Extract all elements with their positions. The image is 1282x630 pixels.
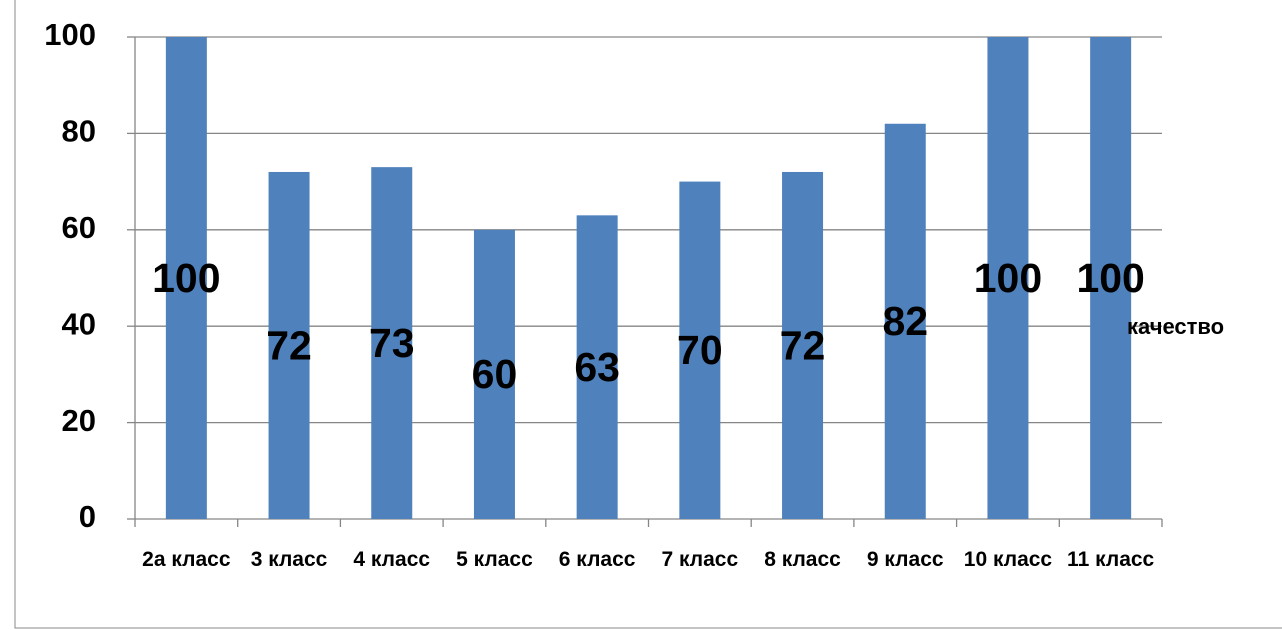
- x-tick-label: 2а класс: [142, 548, 231, 571]
- data-label: 73: [369, 320, 415, 366]
- y-tick-label: 80: [62, 114, 96, 149]
- y-tick-label: 40: [62, 306, 96, 341]
- y-tick-label: 60: [62, 210, 96, 245]
- bar: [987, 37, 1029, 519]
- bar: [679, 181, 721, 519]
- x-tick-label: 7 класс: [661, 548, 739, 571]
- data-label: 100: [1076, 255, 1144, 301]
- data-label: 70: [677, 327, 723, 373]
- bar: [884, 123, 926, 519]
- legend-label: качество: [1127, 314, 1224, 339]
- bar: [1090, 37, 1132, 519]
- x-tick-label: 9 класс: [866, 548, 944, 571]
- data-label: 72: [780, 322, 826, 368]
- x-tick-label: 5 класс: [456, 548, 533, 571]
- x-tick-label: 6 класс: [558, 548, 636, 571]
- data-label: 60: [472, 351, 518, 397]
- x-tick-label: 10 класс: [963, 548, 1053, 571]
- bar: [782, 171, 824, 519]
- data-label: 72: [266, 322, 312, 368]
- data-label: 82: [882, 298, 928, 344]
- x-tick-label: 3 класс: [250, 548, 328, 571]
- y-tick-label: 100: [44, 17, 96, 52]
- data-label: 100: [974, 255, 1042, 301]
- bar: [576, 215, 618, 519]
- bar: [371, 167, 413, 519]
- x-tick-label: 4 класс: [353, 548, 431, 571]
- data-label: 100: [152, 255, 220, 301]
- x-tick-label: 8 класс: [764, 548, 841, 571]
- chart-border: [14, 0, 1282, 629]
- bar: [268, 171, 310, 519]
- x-tick-label: 11 класс: [1067, 548, 1155, 571]
- data-label: 63: [574, 344, 620, 390]
- bar: [473, 229, 515, 520]
- y-tick-label: 0: [79, 499, 96, 534]
- y-tick-label: 20: [62, 403, 96, 438]
- bar: [165, 37, 207, 519]
